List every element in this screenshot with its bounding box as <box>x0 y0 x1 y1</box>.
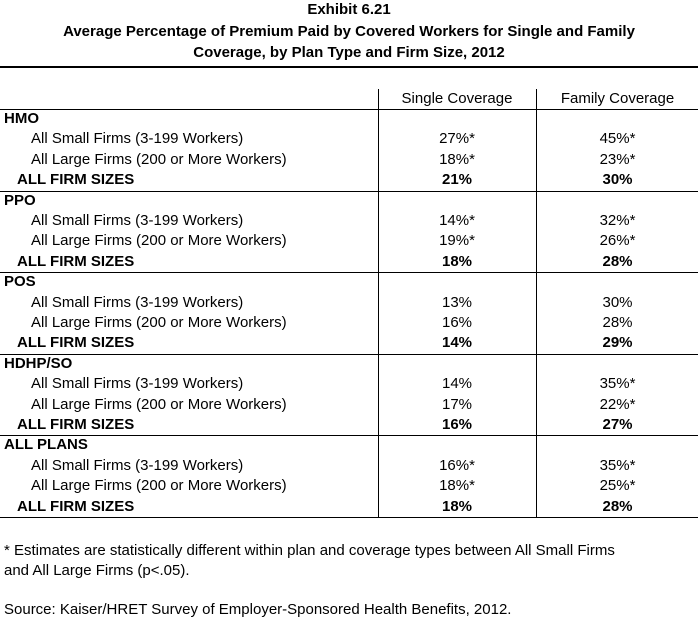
group-rule <box>0 191 698 192</box>
single-coverage-value: 16% <box>441 314 473 331</box>
row-label: All Large Firms (200 or More Workers) <box>31 232 287 249</box>
row-label: All Small Firms (3-199 Workers) <box>31 294 244 311</box>
single-coverage-value: 27%* <box>439 130 475 147</box>
row-label: All Large Firms (200 or More Workers) <box>31 151 287 168</box>
total-row: ALL FIRM SIZES 18% 28% <box>0 252 698 272</box>
table-row: All Small Firms (3-199 Workers) 14%* 32%* <box>0 211 698 231</box>
source-note: Source: Kaiser/HRET Survey of Employer-S… <box>4 601 512 618</box>
plan-type-heading: PPO <box>0 191 698 211</box>
family-coverage-value: 25%* <box>599 477 636 494</box>
row-label: ALL FIRM SIZES <box>17 498 135 515</box>
row-label: HDHP/SO <box>4 355 73 372</box>
total-row: ALL FIRM SIZES 21% 30% <box>0 170 698 190</box>
row-label: All Small Firms (3-199 Workers) <box>31 130 244 147</box>
total-row: ALL FIRM SIZES 18% 28% <box>0 497 698 517</box>
row-label: ALL FIRM SIZES <box>17 416 135 433</box>
single-coverage-value: 18%* <box>439 151 475 168</box>
single-coverage-value: 16% <box>441 416 473 433</box>
single-coverage-value: 21% <box>441 171 473 188</box>
group-rule <box>0 272 698 273</box>
title-line-1: Average Percentage of Premium Paid by Co… <box>63 23 635 40</box>
single-coverage-value: 14% <box>441 375 473 392</box>
row-label: All Small Firms (3-199 Workers) <box>31 212 244 229</box>
single-coverage-value: 13% <box>441 294 473 311</box>
family-coverage-value: 28% <box>602 314 633 331</box>
single-coverage-value: 17% <box>441 396 473 413</box>
plan-type-heading: HMO <box>0 109 698 129</box>
title-line-2: Coverage, by Plan Type and Firm Size, 20… <box>193 44 505 61</box>
row-label: All Large Firms (200 or More Workers) <box>31 477 287 494</box>
group-rule <box>0 517 698 518</box>
family-coverage-value: 30% <box>602 294 633 311</box>
footnote: * Estimates are statistically different … <box>4 541 694 581</box>
table-row: All Small Firms (3-199 Workers) 27%* 45%* <box>0 129 698 149</box>
footnote-line-2: and All Large Firms (p<.05). <box>4 562 190 579</box>
single-coverage-value: 18% <box>441 498 473 515</box>
row-label: All Large Firms (200 or More Workers) <box>31 396 287 413</box>
family-coverage-value: 22%* <box>599 396 636 413</box>
header-rule <box>0 109 698 110</box>
row-label: ALL FIRM SIZES <box>17 253 135 270</box>
single-coverage-value: 14%* <box>439 212 475 229</box>
single-coverage-value: 19%* <box>439 232 475 249</box>
row-label: PPO <box>4 192 36 209</box>
row-label: ALL PLANS <box>4 436 88 453</box>
column-divider-left <box>378 89 379 518</box>
family-coverage-value: 23%* <box>599 151 636 168</box>
family-coverage-value: 45%* <box>599 130 636 147</box>
family-coverage-value: 28% <box>602 498 633 515</box>
family-coverage-value: 28% <box>602 253 633 270</box>
group-rule <box>0 435 698 436</box>
table-row: All Large Firms (200 or More Workers) 17%… <box>0 395 698 415</box>
exhibit-title: Average Percentage of Premium Paid by Co… <box>20 21 678 63</box>
table-row: All Small Firms (3-199 Workers) 13% 30% <box>0 293 698 313</box>
total-row: ALL FIRM SIZES 14% 29% <box>0 333 698 353</box>
table-row: All Large Firms (200 or More Workers) 16%… <box>0 313 698 333</box>
row-label: POS <box>4 273 36 290</box>
family-coverage-value: 35%* <box>599 457 636 474</box>
column-header-family: Family Coverage <box>560 90 675 107</box>
single-coverage-value: 14% <box>441 334 473 351</box>
column-header-single: Single Coverage <box>401 90 513 107</box>
table-row: All Large Firms (200 or More Workers) 18%… <box>0 476 698 496</box>
total-row: ALL FIRM SIZES 16% 27% <box>0 415 698 435</box>
family-coverage-value: 32%* <box>599 212 636 229</box>
footnote-line-1: * Estimates are statistically different … <box>4 542 615 559</box>
table-row: All Large Firms (200 or More Workers) 18%… <box>0 150 698 170</box>
single-coverage-value: 18%* <box>439 477 475 494</box>
row-label: ALL FIRM SIZES <box>17 171 135 188</box>
exhibit-label: Exhibit 6.21 <box>307 1 391 18</box>
table-row: All Large Firms (200 or More Workers) 19%… <box>0 231 698 251</box>
single-coverage-value: 16%* <box>439 457 475 474</box>
group-rule <box>0 354 698 355</box>
family-coverage-value: 27% <box>602 416 633 433</box>
row-label: ALL FIRM SIZES <box>17 334 135 351</box>
plan-type-heading: POS <box>0 272 698 292</box>
table-row: All Small Firms (3-199 Workers) 16%* 35%* <box>0 456 698 476</box>
column-divider-right <box>536 89 537 518</box>
family-coverage-value: 35%* <box>599 375 636 392</box>
plan-type-heading: HDHP/SO <box>0 354 698 374</box>
table-row: All Small Firms (3-199 Workers) 14% 35%* <box>0 374 698 394</box>
single-coverage-value: 18% <box>441 253 473 270</box>
family-coverage-value: 29% <box>602 334 633 351</box>
row-label: All Small Firms (3-199 Workers) <box>31 375 244 392</box>
family-coverage-value: 26%* <box>599 232 636 249</box>
plan-type-heading: ALL PLANS <box>0 435 698 455</box>
row-label: All Large Firms (200 or More Workers) <box>31 314 287 331</box>
row-label: All Small Firms (3-199 Workers) <box>31 457 244 474</box>
row-label: HMO <box>4 110 39 127</box>
family-coverage-value: 30% <box>602 171 633 188</box>
top-rule <box>0 66 698 68</box>
